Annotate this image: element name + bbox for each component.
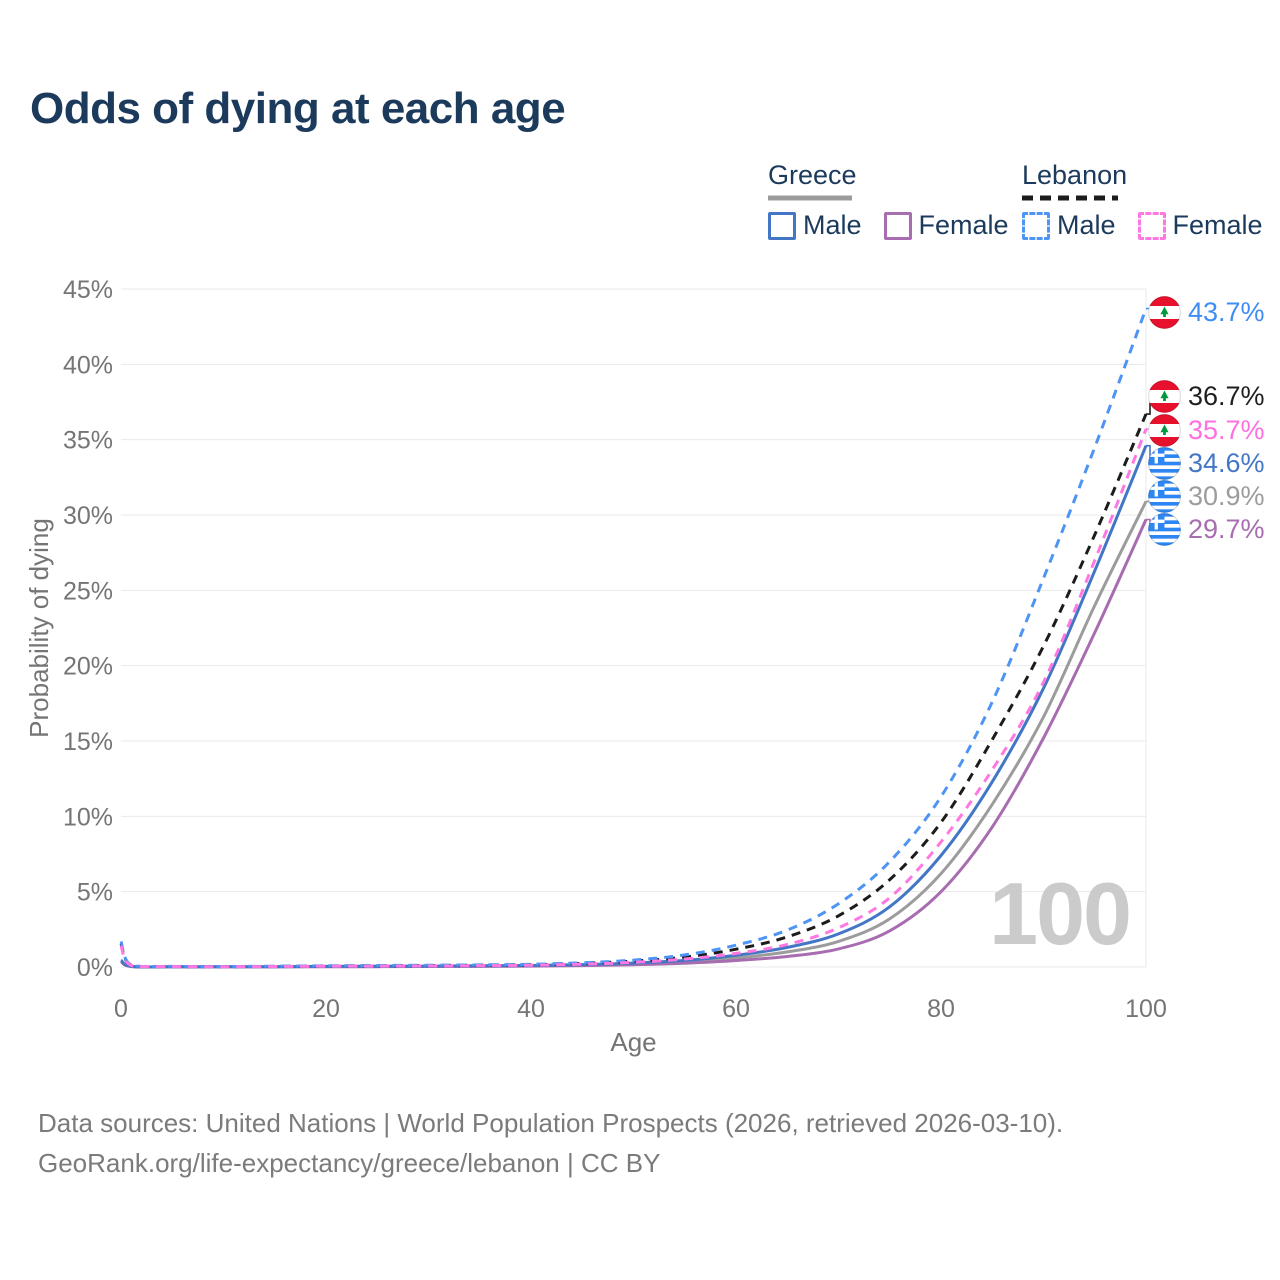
x-axis-title: Age: [610, 1027, 656, 1057]
age-marker-watermark: 100: [989, 864, 1132, 963]
y-tick-label: 40%: [63, 351, 113, 379]
lebanon-flag-icon: [1147, 380, 1182, 413]
legend-label: Male: [1057, 210, 1116, 240]
lebanon-line-style-swatch: [1022, 195, 1118, 201]
legend-item-lebanon-female[interactable]: Female: [1137, 210, 1263, 241]
y-tick-label: 35%: [63, 427, 113, 455]
end-label-lebanon-female: 35.7%: [1147, 413, 1265, 447]
end-value-label: 35.7%: [1188, 414, 1265, 445]
lebanon-male-swatch: [1022, 211, 1050, 240]
lebanon-female-swatch: [1137, 211, 1166, 240]
y-tick-label: 20%: [63, 653, 113, 681]
legend-country-greece: Greece: [768, 160, 857, 190]
x-tick-label: 100: [1125, 995, 1167, 1023]
lebanon-flag-icon: [1147, 414, 1182, 447]
greece-flag-icon: [1147, 480, 1182, 513]
end-value-label: 30.9%: [1188, 480, 1265, 511]
y-tick-label: 45%: [63, 276, 113, 304]
legend-item-greece-male[interactable]: Male: [768, 210, 862, 241]
y-tick-label: 10%: [63, 803, 113, 831]
series-line-lebanon-female: [119, 428, 1148, 969]
end-label-greece-male: 34.6%: [1147, 446, 1265, 480]
y-axis-title: Probability of dying: [24, 518, 54, 738]
end-value-label: 36.7%: [1188, 380, 1265, 411]
greece-male-swatch: [768, 211, 796, 240]
lebanon-flag-icon: [1147, 296, 1182, 329]
x-tick-label: 40: [517, 995, 545, 1023]
x-tick-label: 60: [722, 995, 750, 1023]
end-label-greece-female: 29.7%: [1147, 512, 1265, 546]
legend-label: Female: [918, 210, 1009, 240]
legend-group-lebanon: Lebanon Male Female: [1022, 162, 1263, 241]
end-value-label: 29.7%: [1188, 513, 1265, 544]
x-tick-label: 20: [312, 995, 340, 1023]
y-tick-label: 5%: [77, 879, 113, 907]
legend-label: Male: [803, 210, 862, 240]
greece-flag-icon: [1147, 447, 1182, 480]
end-label-lebanon-male: 43.7%: [1147, 295, 1265, 329]
end-label-greece-both: 30.9%: [1147, 479, 1265, 513]
x-tick-label: 0: [114, 995, 128, 1023]
legend-item-greece-female[interactable]: Female: [883, 210, 1009, 241]
legend-item-lebanon-male[interactable]: Male: [1022, 210, 1116, 241]
end-value-label: 34.6%: [1188, 447, 1265, 478]
end-label-lebanon-both: 36.7%: [1147, 379, 1265, 413]
data-source-note: Data sources: United Nations | World Pop…: [38, 1108, 1064, 1138]
y-tick-label: 0%: [77, 954, 113, 982]
legend-label: Female: [1172, 210, 1263, 240]
legend-group-greece: Greece Male Female: [768, 162, 1009, 241]
x-tick-label: 80: [927, 995, 955, 1023]
greece-flag-icon: [1147, 512, 1182, 546]
page-title: Odds of dying at each age: [30, 84, 566, 133]
y-tick-label: 25%: [63, 577, 113, 605]
greece-female-swatch: [883, 211, 912, 240]
greece-line-style-swatch: [768, 195, 852, 201]
y-tick-label: 30%: [63, 502, 113, 530]
attribution-note: GeoRank.org/life-expectancy/greece/leban…: [38, 1148, 661, 1178]
end-value-label: 43.7%: [1188, 296, 1265, 327]
y-tick-label: 15%: [63, 728, 113, 756]
legend-country-lebanon: Lebanon: [1022, 160, 1128, 190]
